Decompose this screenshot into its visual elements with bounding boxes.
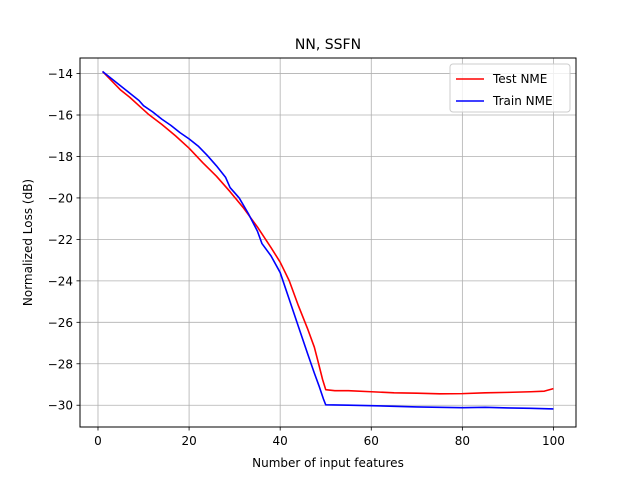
x-axis-label: Number of input features (252, 456, 404, 470)
grid (80, 58, 576, 427)
y-tick-label: −20 (48, 191, 73, 205)
chart-title: NN, SSFN (295, 37, 361, 53)
ticks: 0 20 40 60 80 100 −30 −28 −26 −24 −22 −20 −18 −16 −14 (48, 67, 565, 448)
series-lines (101, 70, 554, 410)
y-tick-label: −24 (48, 274, 73, 288)
series-line-test-nme (101, 70, 554, 395)
y-tick-label: −14 (48, 67, 73, 81)
legend: Test NME Train NME (449, 63, 571, 113)
x-tick-label: 0 (94, 434, 102, 448)
y-tick-label: −18 (48, 150, 73, 164)
plot-frame (79, 57, 577, 428)
x-tick-label: 20 (181, 434, 196, 448)
legend-label-test-nme: Test NME (492, 72, 547, 86)
y-tick-label: −22 (48, 233, 73, 247)
y-axis-label: Normalized Loss (dB) (21, 179, 35, 306)
y-tick-label: −26 (48, 316, 73, 330)
y-tick-label: −16 (48, 109, 73, 123)
legend-box (449, 63, 571, 113)
x-tick-label: 40 (273, 434, 288, 448)
series-line-train-nme (102, 70, 554, 410)
legend-label-train-nme: Train NME (492, 94, 553, 108)
y-tick-label: −30 (48, 399, 73, 413)
x-tick-label: 100 (542, 434, 565, 448)
x-tick-label: 80 (455, 434, 470, 448)
y-tick-label: −28 (48, 357, 73, 371)
x-tick-label: 60 (364, 434, 379, 448)
